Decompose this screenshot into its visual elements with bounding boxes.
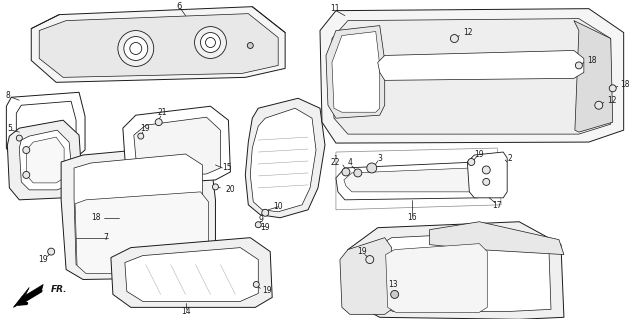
Polygon shape	[574, 20, 612, 132]
Text: 12: 12	[463, 28, 473, 37]
Text: 19: 19	[140, 124, 149, 132]
Circle shape	[205, 37, 216, 47]
Polygon shape	[250, 108, 316, 212]
Text: 1: 1	[333, 155, 337, 159]
Circle shape	[130, 43, 142, 54]
Polygon shape	[468, 152, 507, 198]
Text: 22: 22	[330, 158, 340, 167]
Circle shape	[118, 31, 154, 67]
Circle shape	[155, 119, 162, 126]
Circle shape	[483, 179, 490, 185]
Polygon shape	[336, 148, 501, 210]
Text: 14: 14	[181, 307, 190, 316]
Text: 7: 7	[103, 233, 108, 242]
Circle shape	[595, 101, 603, 109]
Polygon shape	[332, 32, 380, 112]
Polygon shape	[348, 222, 564, 319]
Text: 19: 19	[357, 247, 367, 256]
Polygon shape	[74, 154, 202, 271]
Text: 12: 12	[607, 96, 616, 105]
Polygon shape	[125, 248, 258, 301]
Text: 19: 19	[262, 286, 272, 295]
Text: 18: 18	[587, 56, 597, 65]
Circle shape	[17, 135, 22, 141]
Polygon shape	[17, 101, 76, 150]
Text: 15: 15	[223, 164, 232, 172]
Text: 3: 3	[377, 154, 382, 163]
Circle shape	[262, 209, 269, 216]
Polygon shape	[39, 14, 278, 77]
Circle shape	[450, 35, 458, 43]
Text: 4: 4	[348, 158, 352, 167]
Text: 9: 9	[259, 215, 263, 224]
Circle shape	[342, 168, 350, 176]
Circle shape	[212, 184, 218, 190]
Polygon shape	[26, 137, 64, 183]
Circle shape	[354, 169, 362, 177]
Polygon shape	[320, 9, 624, 143]
Polygon shape	[6, 92, 85, 157]
Circle shape	[200, 33, 221, 52]
Circle shape	[468, 158, 475, 165]
Text: 16: 16	[407, 213, 417, 222]
Circle shape	[23, 147, 30, 154]
Circle shape	[248, 43, 253, 49]
Polygon shape	[75, 192, 209, 274]
Polygon shape	[8, 120, 81, 200]
Text: 19: 19	[260, 223, 270, 232]
Circle shape	[195, 27, 226, 59]
Polygon shape	[246, 98, 325, 218]
Circle shape	[367, 163, 377, 173]
Polygon shape	[336, 162, 489, 200]
Circle shape	[482, 166, 490, 174]
Circle shape	[138, 133, 144, 139]
Circle shape	[366, 256, 374, 264]
Polygon shape	[13, 284, 43, 307]
Circle shape	[23, 172, 30, 179]
Polygon shape	[31, 7, 285, 82]
Text: 11: 11	[330, 4, 339, 13]
Text: 20: 20	[225, 185, 235, 194]
Polygon shape	[61, 145, 216, 279]
Polygon shape	[326, 26, 385, 118]
Text: 19: 19	[475, 149, 484, 158]
Text: 10: 10	[273, 202, 283, 211]
Polygon shape	[332, 19, 611, 134]
Text: 18: 18	[91, 213, 101, 222]
Polygon shape	[378, 51, 584, 80]
Circle shape	[609, 85, 616, 92]
Circle shape	[124, 36, 148, 60]
Text: 18: 18	[621, 80, 630, 89]
Text: 2: 2	[507, 154, 512, 163]
Text: 6: 6	[176, 2, 181, 11]
Text: 8: 8	[6, 91, 11, 100]
Polygon shape	[340, 238, 392, 314]
Circle shape	[253, 282, 259, 287]
Text: 17: 17	[493, 201, 502, 210]
Polygon shape	[19, 130, 71, 190]
Text: 5: 5	[7, 124, 11, 132]
Polygon shape	[134, 117, 221, 177]
Polygon shape	[111, 238, 272, 307]
Polygon shape	[344, 168, 479, 192]
Text: FR.: FR.	[51, 285, 68, 294]
Circle shape	[390, 291, 399, 298]
Text: 19: 19	[38, 255, 48, 264]
Text: 13: 13	[388, 280, 397, 289]
Polygon shape	[123, 106, 230, 185]
Polygon shape	[386, 244, 487, 312]
Polygon shape	[429, 222, 564, 255]
Circle shape	[255, 222, 261, 228]
Circle shape	[575, 62, 582, 69]
Text: 21: 21	[158, 108, 167, 117]
Polygon shape	[362, 232, 551, 311]
Circle shape	[48, 248, 55, 255]
